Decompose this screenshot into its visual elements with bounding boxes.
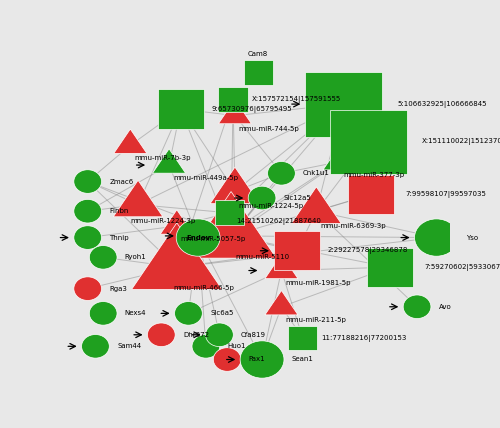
Text: mmu-miR-5057-5p: mmu-miR-5057-5p bbox=[180, 236, 246, 242]
Text: mmu-miR-5110: mmu-miR-5110 bbox=[235, 254, 289, 260]
Text: mmu-miR-744-5p: mmu-miR-744-5p bbox=[239, 125, 300, 131]
Polygon shape bbox=[114, 129, 147, 153]
Circle shape bbox=[74, 277, 102, 300]
Text: Sean1: Sean1 bbox=[292, 357, 314, 363]
Text: 11:77188216|77200153: 11:77188216|77200153 bbox=[321, 335, 406, 342]
Text: Dhr372: Dhr372 bbox=[183, 332, 209, 338]
Polygon shape bbox=[214, 200, 244, 225]
Circle shape bbox=[148, 323, 175, 347]
Text: X:157572154|157591555: X:157572154|157591555 bbox=[252, 95, 340, 103]
Text: Pax1: Pax1 bbox=[249, 357, 266, 363]
Circle shape bbox=[90, 246, 117, 269]
Circle shape bbox=[74, 199, 102, 223]
Circle shape bbox=[74, 226, 102, 250]
Text: 5:106632925|106666845: 5:106632925|106666845 bbox=[397, 101, 486, 107]
Circle shape bbox=[414, 219, 459, 256]
Text: mmu-miR-466-5p: mmu-miR-466-5p bbox=[173, 285, 234, 291]
Polygon shape bbox=[348, 175, 394, 214]
Text: Endov: Endov bbox=[186, 235, 210, 241]
Text: mmu-miR-211-5p: mmu-miR-211-5p bbox=[286, 317, 346, 323]
Text: 7:99598107|99597035: 7:99598107|99597035 bbox=[405, 191, 486, 198]
Text: Cam8: Cam8 bbox=[248, 51, 268, 57]
Text: Nexs4: Nexs4 bbox=[125, 310, 146, 316]
Polygon shape bbox=[265, 254, 298, 279]
Polygon shape bbox=[210, 167, 260, 204]
Polygon shape bbox=[132, 223, 222, 289]
Polygon shape bbox=[367, 248, 413, 287]
Text: Avo: Avo bbox=[438, 304, 452, 310]
Text: 14:21510262|21887640: 14:21510262|21887640 bbox=[236, 217, 321, 225]
Circle shape bbox=[82, 335, 110, 358]
Text: Yso: Yso bbox=[466, 235, 478, 241]
Polygon shape bbox=[274, 231, 320, 270]
Circle shape bbox=[240, 341, 284, 378]
Text: mmu-miR-1981-5p: mmu-miR-1981-5p bbox=[286, 280, 351, 286]
Text: 2:29227578|29346878: 2:29227578|29346878 bbox=[328, 247, 408, 254]
Text: Huo1: Huo1 bbox=[228, 343, 246, 349]
Text: mmu-miR-1224-3p: mmu-miR-1224-3p bbox=[130, 218, 196, 224]
Text: Sam44: Sam44 bbox=[117, 343, 141, 349]
Polygon shape bbox=[265, 291, 298, 315]
Circle shape bbox=[206, 323, 234, 347]
Circle shape bbox=[214, 348, 241, 371]
Polygon shape bbox=[160, 210, 194, 234]
Polygon shape bbox=[158, 89, 204, 128]
Text: 7:59270602|59330670: 7:59270602|59330670 bbox=[424, 264, 500, 271]
Circle shape bbox=[268, 161, 295, 185]
Text: Cfa819: Cfa819 bbox=[241, 332, 266, 338]
Text: mmu-miR-449a-5p: mmu-miR-449a-5p bbox=[173, 175, 238, 181]
Text: Ryoh1: Ryoh1 bbox=[125, 254, 146, 260]
Polygon shape bbox=[152, 149, 186, 173]
Polygon shape bbox=[218, 99, 252, 124]
Polygon shape bbox=[306, 71, 382, 137]
Text: mmu-miR-6369-3p: mmu-miR-6369-3p bbox=[320, 223, 386, 229]
Text: mmu-miR-377-3p: mmu-miR-377-3p bbox=[344, 172, 404, 178]
Text: mmu-miR-7b-3p: mmu-miR-7b-3p bbox=[134, 155, 190, 161]
Polygon shape bbox=[330, 110, 407, 175]
Circle shape bbox=[248, 186, 276, 210]
Polygon shape bbox=[244, 60, 272, 85]
Circle shape bbox=[90, 302, 117, 325]
Polygon shape bbox=[186, 191, 276, 258]
Circle shape bbox=[176, 219, 220, 256]
Circle shape bbox=[174, 302, 203, 325]
Text: Zmac6: Zmac6 bbox=[110, 178, 134, 184]
Polygon shape bbox=[288, 326, 318, 351]
Polygon shape bbox=[323, 146, 356, 170]
Text: Flnbn: Flnbn bbox=[110, 208, 128, 214]
Polygon shape bbox=[114, 180, 163, 217]
Circle shape bbox=[74, 170, 102, 193]
Text: X:151110022|151237036: X:151110022|151237036 bbox=[422, 139, 500, 146]
Text: Slc6a5: Slc6a5 bbox=[210, 310, 234, 316]
Text: 9:65730976|65795495: 9:65730976|65795495 bbox=[212, 106, 292, 113]
Text: mmu-miR-1224-5p: mmu-miR-1224-5p bbox=[239, 203, 304, 209]
Text: Rga3: Rga3 bbox=[110, 285, 127, 291]
Text: Thnip: Thnip bbox=[110, 235, 129, 241]
Circle shape bbox=[403, 295, 431, 318]
Polygon shape bbox=[292, 187, 341, 223]
Text: Slc12a5: Slc12a5 bbox=[284, 195, 312, 201]
Text: Cnk1u1: Cnk1u1 bbox=[303, 170, 330, 176]
Circle shape bbox=[192, 335, 220, 358]
Polygon shape bbox=[218, 87, 248, 112]
